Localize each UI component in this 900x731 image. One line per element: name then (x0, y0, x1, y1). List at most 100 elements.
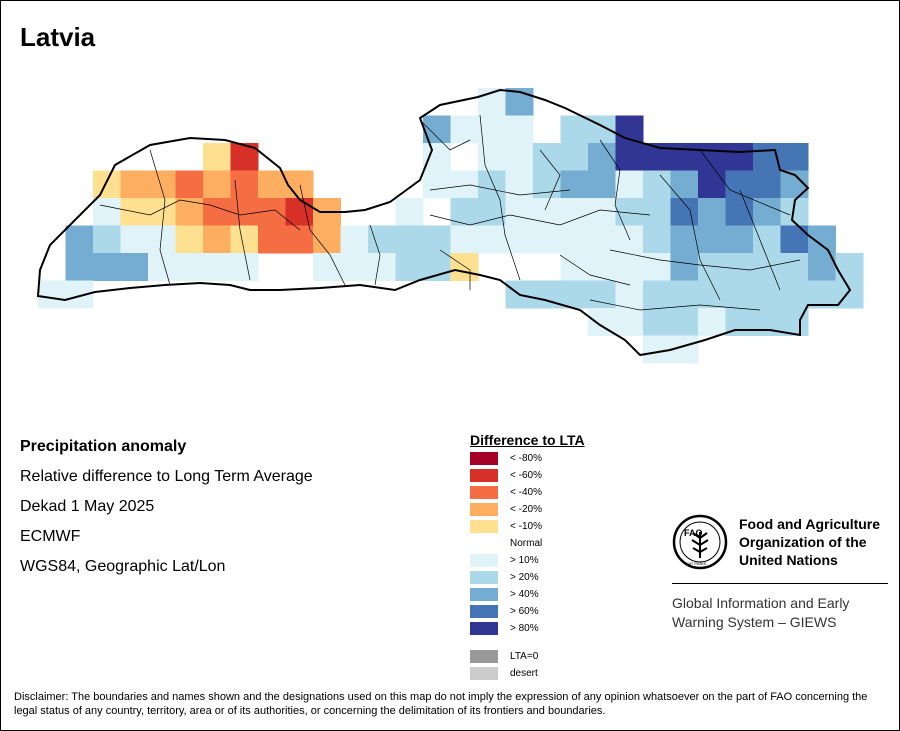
fao-logo-letters: FAO (684, 528, 703, 538)
anomaly-cell (643, 170, 671, 199)
anomaly-cell (670, 280, 699, 309)
legend-title: Difference to LTA (470, 432, 585, 448)
anomaly-cell (808, 225, 836, 254)
legend-swatch (470, 554, 498, 567)
anomaly-cell (120, 225, 149, 254)
anomaly-cell (725, 198, 754, 226)
latvia-outline (36, 88, 852, 357)
anomaly-cell (670, 253, 699, 281)
legend-label: < -10% (510, 521, 542, 532)
anomaly-cell (120, 253, 149, 281)
anomaly-cell (423, 253, 451, 281)
legend-swatch (470, 520, 498, 533)
legend-swatch (470, 503, 498, 516)
org-name-line-3: United Nations (739, 552, 838, 568)
anomaly-cell (643, 280, 671, 309)
anomaly-cell (258, 170, 286, 199)
anomaly-cell (203, 225, 231, 254)
anomaly-cell (368, 253, 396, 281)
anomaly-cell (423, 143, 451, 171)
anomaly-cell (450, 198, 479, 226)
legend-label: > 60% (510, 606, 539, 617)
anomaly-cell (93, 253, 121, 281)
anomaly-cell (423, 225, 451, 254)
anomaly-cell (340, 253, 369, 281)
anomaly-cell (230, 225, 259, 254)
map-info-period: Dekad 1 May 2025 (20, 498, 155, 515)
anomaly-cell (725, 280, 754, 309)
anomaly-cell (478, 143, 506, 171)
map-title: Latvia (20, 22, 96, 52)
anomaly-cell (698, 308, 726, 336)
anomaly-cell (560, 115, 589, 144)
map-info-description: Relative difference to Long Term Average (20, 468, 313, 485)
anomaly-cell (93, 198, 121, 226)
anomaly-cell (533, 198, 561, 226)
anomaly-cell (93, 170, 121, 199)
anomaly-cell (588, 253, 616, 281)
anomaly-cell (560, 143, 589, 171)
anomaly-cell (780, 253, 809, 281)
anomaly-cell (588, 225, 616, 254)
map-info-variable: Precipitation anomaly (20, 438, 187, 455)
legend-swatch (470, 650, 498, 663)
anomaly-cell (753, 170, 781, 199)
anomaly-cell (203, 198, 231, 226)
anomaly-cell (148, 198, 176, 226)
giews-line-1: Global Information and Early (672, 595, 850, 611)
anomaly-cell (725, 253, 754, 281)
anomaly-cell (148, 170, 176, 199)
anomaly-cell (560, 170, 589, 199)
anomaly-cell (450, 253, 479, 281)
anomaly-cell (505, 225, 534, 254)
legend-label: < -40% (510, 487, 542, 498)
anomaly-cell (230, 170, 259, 199)
anomaly-cell (670, 225, 699, 254)
anomaly-cell (615, 308, 644, 336)
org-name-line-1: Food and Agriculture (739, 516, 881, 532)
fao-logo-icon: FAO FIAT PANIS (672, 514, 728, 570)
anomaly-cell (615, 253, 644, 281)
legend-swatch (470, 667, 498, 680)
anomaly-cell (175, 225, 204, 254)
anomaly-cell (203, 143, 231, 171)
legend-swatch (470, 622, 498, 635)
anomaly-cell (38, 280, 66, 309)
anomaly-cell (450, 225, 479, 254)
anomaly-cell (643, 308, 671, 336)
anomaly-cell (670, 170, 699, 199)
anomaly-cell (533, 225, 561, 254)
anomaly-cell (753, 280, 781, 309)
anomaly-cell (560, 280, 589, 309)
anomaly-cell (780, 143, 809, 171)
district-boundaries (99, 114, 801, 311)
anomaly-cell (230, 198, 259, 226)
legend-swatch (470, 588, 498, 601)
anomaly-cell (450, 115, 479, 144)
anomaly-cell (560, 253, 589, 281)
anomaly-cell (395, 253, 424, 281)
anomaly-cell (505, 143, 534, 171)
anomaly-cell (313, 253, 341, 281)
anomaly-cell (588, 143, 616, 171)
anomaly-cell (203, 253, 231, 281)
anomaly-cell (285, 225, 314, 254)
anomaly-cell (65, 225, 94, 254)
anomaly-cell (643, 198, 671, 226)
anomaly-cell (698, 170, 726, 199)
anomaly-cell (505, 198, 534, 226)
anomaly-cell (670, 308, 699, 336)
legend-label: < -80% (510, 453, 542, 464)
legend-swatch (470, 571, 498, 584)
anomaly-cell (588, 115, 616, 144)
legend-label: > 20% (510, 572, 539, 583)
anomaly-cell (203, 170, 231, 199)
anomaly-cell (725, 143, 754, 171)
anomaly-cell (120, 170, 149, 199)
anomaly-cell (670, 198, 699, 226)
legend-swatch (470, 469, 498, 482)
anomaly-cell (753, 198, 781, 226)
legend-label: Normal (510, 538, 543, 549)
anomaly-cell (588, 170, 616, 199)
